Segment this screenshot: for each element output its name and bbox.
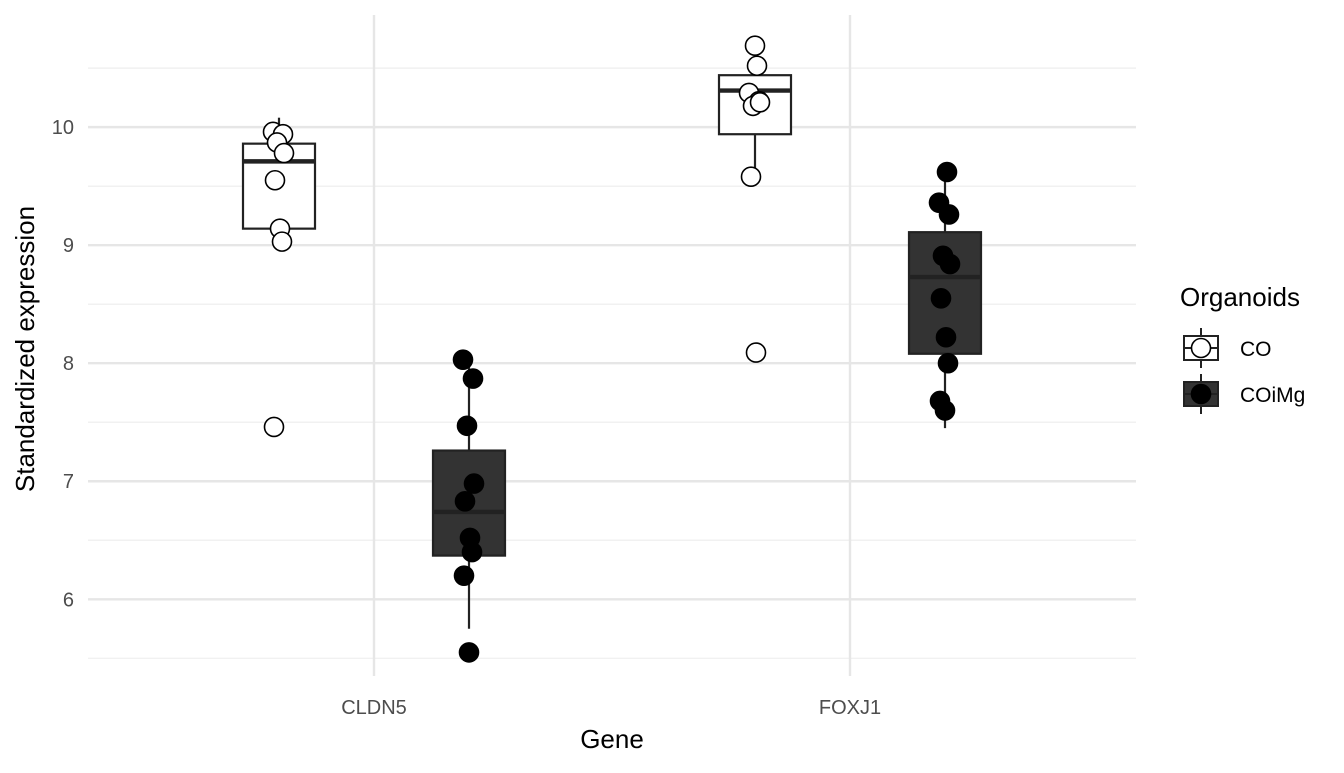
- point-COiMg: [461, 541, 483, 563]
- point-CO: [271, 231, 293, 252]
- point-COiMg: [939, 253, 961, 275]
- point-COiMg: [454, 491, 476, 512]
- y-tick-label: 10: [52, 117, 74, 139]
- legend-key-CO: [1183, 328, 1219, 368]
- y-tick-label: 7: [63, 471, 74, 493]
- point-COiMg: [938, 204, 960, 225]
- point-CO: [264, 169, 286, 191]
- point-CO: [749, 92, 771, 113]
- point-CO: [744, 35, 766, 56]
- point-COiMg: [462, 368, 484, 389]
- x-tick-label: FOXJ1: [819, 697, 881, 719]
- point-COiMg: [935, 326, 957, 348]
- point-COiMg: [456, 415, 478, 437]
- point-COiMg: [936, 161, 958, 183]
- point-COiMg: [458, 642, 480, 663]
- legend-label: COiMg: [1240, 384, 1305, 407]
- point-COiMg: [453, 565, 475, 586]
- point-CO: [263, 416, 285, 438]
- points: [262, 35, 961, 663]
- legend-key-COiMg: [1183, 374, 1219, 414]
- point-CO: [740, 166, 762, 188]
- point-COiMg: [463, 473, 485, 494]
- point-CO: [745, 342, 767, 363]
- y-tick-label: 6: [63, 589, 74, 611]
- legend-title: Organoids: [1180, 282, 1300, 312]
- y-tick-label: 8: [63, 353, 74, 375]
- legend-point: [1190, 383, 1212, 405]
- legend: Organoids CO COiMg: [1180, 282, 1305, 414]
- point-COiMg: [934, 400, 956, 421]
- x-axis-title: Gene: [580, 724, 644, 754]
- point-CO: [746, 55, 768, 77]
- point-COiMg: [930, 287, 952, 309]
- legend-label: CO: [1240, 338, 1272, 361]
- point-CO: [273, 142, 295, 164]
- y-tick-label: 9: [63, 235, 74, 257]
- point-COiMg: [937, 352, 959, 374]
- point-COiMg: [452, 349, 474, 370]
- axes: 6 7 8 9 10 CLDN5 FOXJ1: [52, 117, 881, 719]
- boxes: [241, 74, 983, 629]
- legend-point: [1190, 337, 1212, 359]
- y-axis-title: Standardized expression: [10, 206, 40, 492]
- x-tick-label: CLDN5: [341, 697, 407, 719]
